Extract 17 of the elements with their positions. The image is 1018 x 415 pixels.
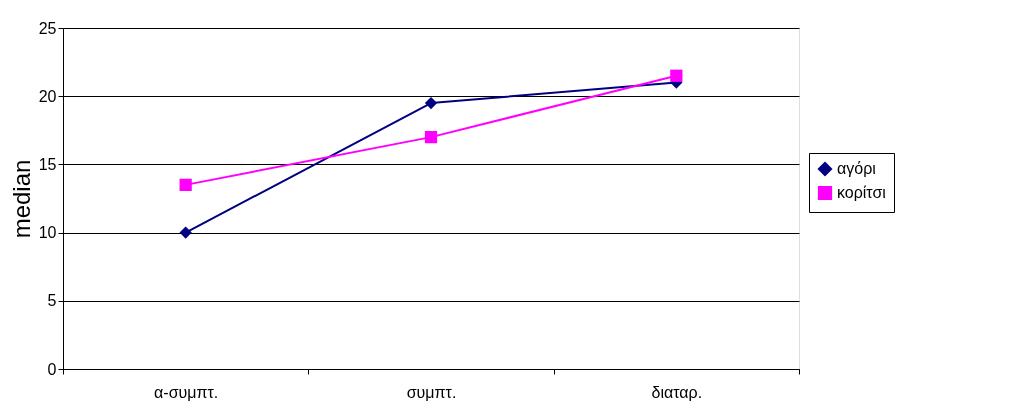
point xyxy=(424,96,438,110)
y-tick-label: 0 xyxy=(47,360,57,378)
y-tick-label: 15 xyxy=(38,155,57,173)
legend-label: κορίτσι xyxy=(837,184,887,201)
x-tick-label: συμπτ. xyxy=(406,383,457,401)
y-tick-label: 10 xyxy=(38,224,57,242)
point xyxy=(179,226,192,239)
y-tick-label: 25 xyxy=(38,19,57,37)
y-axis-title: median xyxy=(7,159,35,239)
point xyxy=(424,131,438,144)
point xyxy=(670,69,683,82)
x-tick-label: διαταρ. xyxy=(651,383,703,401)
y-tick-label: 5 xyxy=(47,292,57,310)
x-tick-label: α-συμπτ. xyxy=(154,383,219,401)
point xyxy=(179,178,192,191)
legend-label: αγόρι xyxy=(837,160,877,177)
y-tick-label: 20 xyxy=(38,87,57,105)
